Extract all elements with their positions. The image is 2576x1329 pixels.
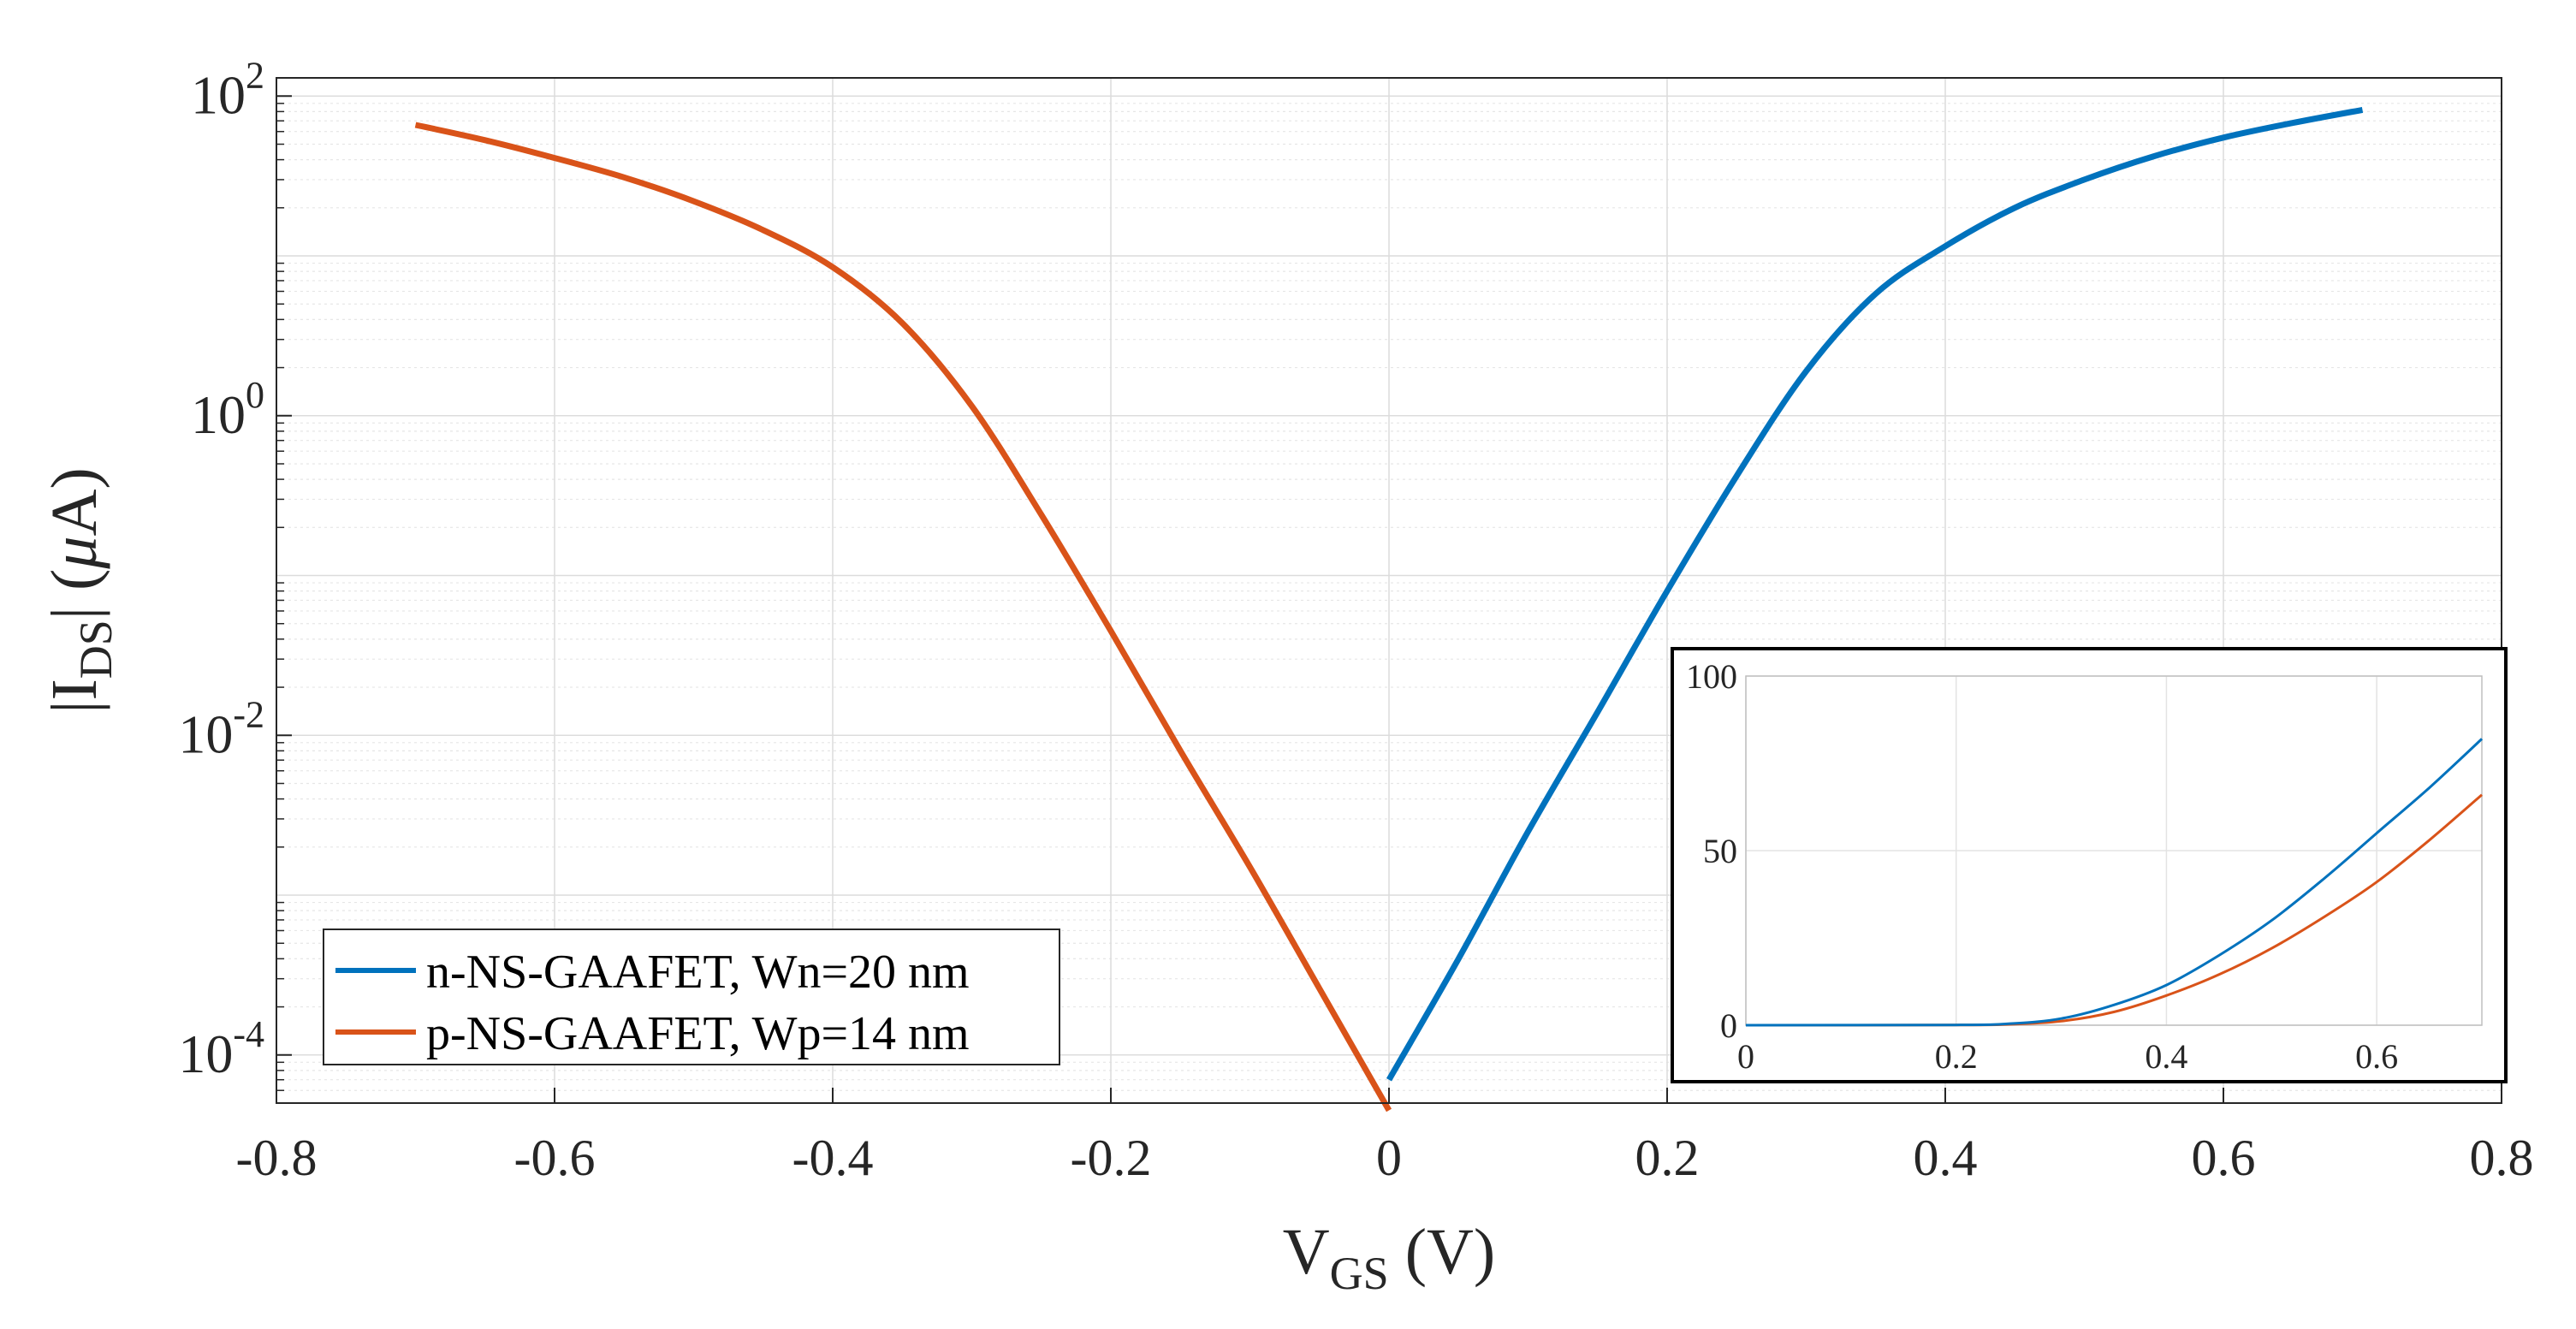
inset-x-tick-label: 0 — [1737, 1037, 1754, 1076]
legend: n-NS-GAAFET, Wn=20 nm p-NS-GAAFET, Wp=14… — [323, 929, 1060, 1065]
series-line-n — [1386, 106, 2364, 1082]
x-tick-label: 0.4 — [1914, 1130, 1978, 1186]
y-tick-label: 10-2 — [178, 693, 264, 764]
x-axis-title-unit: (V) — [1389, 1216, 1496, 1288]
x-tick-label: 0.2 — [1635, 1130, 1700, 1186]
y-tick-base: 10 — [178, 1023, 233, 1084]
x-tick-label: 0 — [1376, 1130, 1402, 1186]
y-tick-base: 10 — [178, 703, 233, 764]
y-tick-label: 102 — [191, 54, 264, 125]
y-tick-base: 10 — [191, 384, 246, 445]
y-tick-exp: 0 — [246, 374, 264, 416]
y-tick-exp: -2 — [233, 693, 264, 735]
legend-label-p: p-NS-GAAFET, Wp=14 nm — [426, 1007, 970, 1060]
x-tick-label: -0.8 — [236, 1130, 318, 1186]
inset-x-tick-label: 0.4 — [2145, 1037, 2187, 1076]
x-tick-label: -0.2 — [1071, 1130, 1152, 1186]
y-axis-title: |IDS| (μA) — [39, 467, 122, 713]
x-tick-label: -0.4 — [792, 1130, 874, 1186]
inset-x-tick-label: 0.2 — [1935, 1037, 1978, 1076]
y-tick-label: 10-4 — [178, 1013, 264, 1084]
inset-plot-frame — [1745, 675, 2483, 1026]
legend-box — [323, 929, 1060, 1065]
inset-y-tick-label: 100 — [1686, 657, 1737, 696]
y-axis-title-sub: DS — [70, 620, 122, 679]
inset: 0 0.2 0.4 0.6 0 50 100 — [1671, 647, 2508, 1083]
inset-series — [1745, 738, 2484, 1027]
inset-ticks: 0 0.2 0.4 0.6 0 50 100 — [1686, 657, 2398, 1076]
main-ticks: -0.8 -0.6 -0.4 -0.2 0 0.2 0.4 0.6 0.810210010-21… — [178, 54, 2533, 1186]
x-axis-title-sub: GS — [1330, 1248, 1389, 1299]
y-axis-title-unit: A) — [39, 467, 110, 536]
inset-y-tick-label: 0 — [1720, 1006, 1737, 1045]
x-tick-label: 0.6 — [2192, 1130, 2256, 1186]
series-line-p — [414, 122, 1392, 1112]
y-tick-exp: -4 — [233, 1013, 264, 1055]
inset-series-line-n — [1745, 738, 2484, 1027]
inset-y-tick-label: 50 — [1703, 832, 1737, 870]
legend-label-n: n-NS-GAAFET, Wn=20 nm — [426, 946, 970, 999]
x-tick-label: 0.8 — [2470, 1130, 2534, 1186]
y-tick-label: 100 — [191, 374, 264, 445]
y-axis-title-mu: μ — [39, 536, 110, 569]
y-tick-exp: 2 — [246, 54, 264, 96]
x-tick-label: -0.6 — [514, 1130, 596, 1186]
y-tick-base: 10 — [191, 64, 246, 125]
x-axis-title-main: V — [1283, 1216, 1330, 1288]
y-axis-title-post: | ( — [39, 569, 110, 620]
y-axis-title-pre: |I — [39, 679, 110, 714]
inset-box — [1671, 647, 2508, 1083]
main-series — [414, 106, 2364, 1112]
x-axis-title: VGS (V) — [1283, 1216, 1495, 1299]
inset-x-tick-label: 0.6 — [2355, 1037, 2398, 1076]
